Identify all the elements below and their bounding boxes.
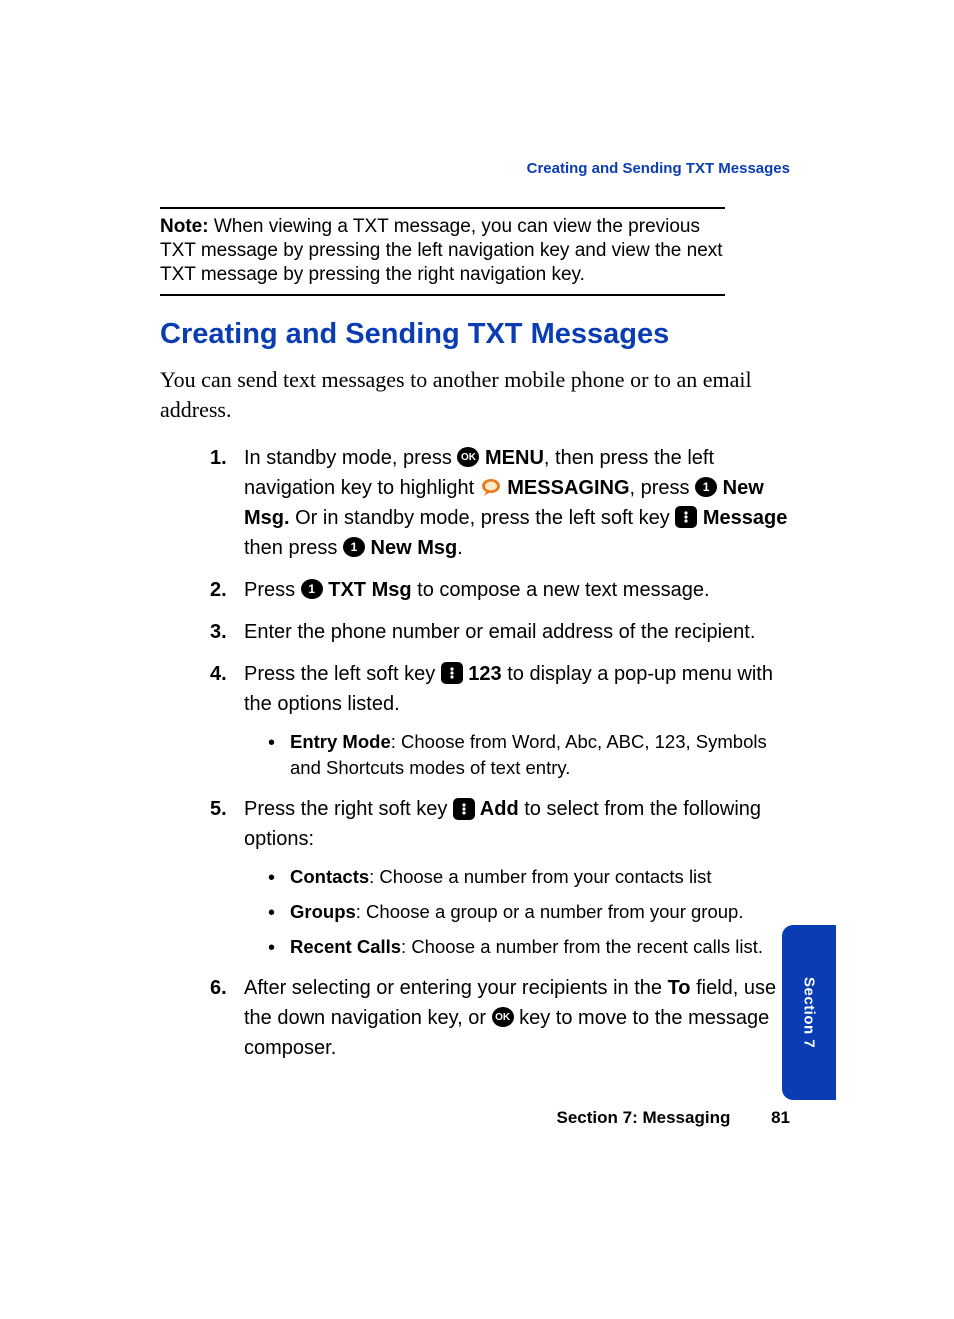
note-block: Note: When viewing a TXT message, you ca… <box>160 209 725 294</box>
step-item: In standby mode, press OK MENU, then pre… <box>210 443 790 563</box>
sub-list: Entry Mode: Choose from Word, Abc, ABC, … <box>268 729 790 783</box>
step-item: Press the left soft key 123 to display a… <box>210 659 790 783</box>
bold-text: 123 <box>463 663 502 685</box>
bold-text: TXT Msg <box>323 579 412 601</box>
header-breadcrumb: Creating and Sending TXT Messages <box>160 160 790 177</box>
side-tab-label: Section 7 <box>801 977 818 1048</box>
sub-item: Groups: Choose a group or a number from … <box>268 899 790 926</box>
one-key-icon: 1 <box>301 579 323 599</box>
sub-item: Contacts: Choose a number from your cont… <box>268 864 790 891</box>
bold-text: MENU <box>479 447 543 469</box>
sub-list: Contacts: Choose a number from your cont… <box>268 864 790 960</box>
section-title: Creating and Sending TXT Messages <box>160 318 790 351</box>
bold-text: Message <box>697 507 787 529</box>
step-item: Enter the phone number or email address … <box>210 617 790 647</box>
softkey-icon <box>453 798 475 820</box>
bold-text: New Msg <box>365 537 457 559</box>
section-side-tab: Section 7 <box>782 925 836 1100</box>
sub-item-label: Groups <box>290 901 356 922</box>
bold-text: MESSAGING <box>502 477 630 499</box>
softkey-icon <box>441 662 463 684</box>
note-label: Note: <box>160 216 209 237</box>
messaging-icon <box>480 477 502 497</box>
sub-item-label: Recent Calls <box>290 936 401 957</box>
bold-text: To <box>668 977 691 999</box>
step-item: Press 1 TXT Msg to compose a new text me… <box>210 575 790 605</box>
rule-bottom <box>160 294 725 296</box>
footer-section: Section 7: Messaging <box>557 1108 731 1127</box>
one-key-icon: 1 <box>343 537 365 557</box>
one-key-icon: 1 <box>695 477 717 497</box>
sub-item: Recent Calls: Choose a number from the r… <box>268 934 790 961</box>
ok-icon: OK <box>492 1007 514 1027</box>
sub-item-label: Entry Mode <box>290 731 391 752</box>
sub-item-label: Contacts <box>290 866 369 887</box>
page-footer: Section 7: Messaging 81 <box>160 1108 790 1128</box>
sub-item: Entry Mode: Choose from Word, Abc, ABC, … <box>268 729 790 783</box>
ok-icon: OK <box>457 447 479 467</box>
bold-text: Add <box>475 798 519 820</box>
note-text: When viewing a TXT message, you can view… <box>160 216 723 285</box>
softkey-icon <box>675 506 697 528</box>
steps-list: In standby mode, press OK MENU, then pre… <box>210 443 790 1063</box>
intro-text: You can send text messages to another mo… <box>160 365 790 424</box>
step-item: Press the right soft key Add to select f… <box>210 794 790 960</box>
step-item: After selecting or entering your recipie… <box>210 973 790 1063</box>
footer-page-number: 81 <box>771 1108 790 1128</box>
